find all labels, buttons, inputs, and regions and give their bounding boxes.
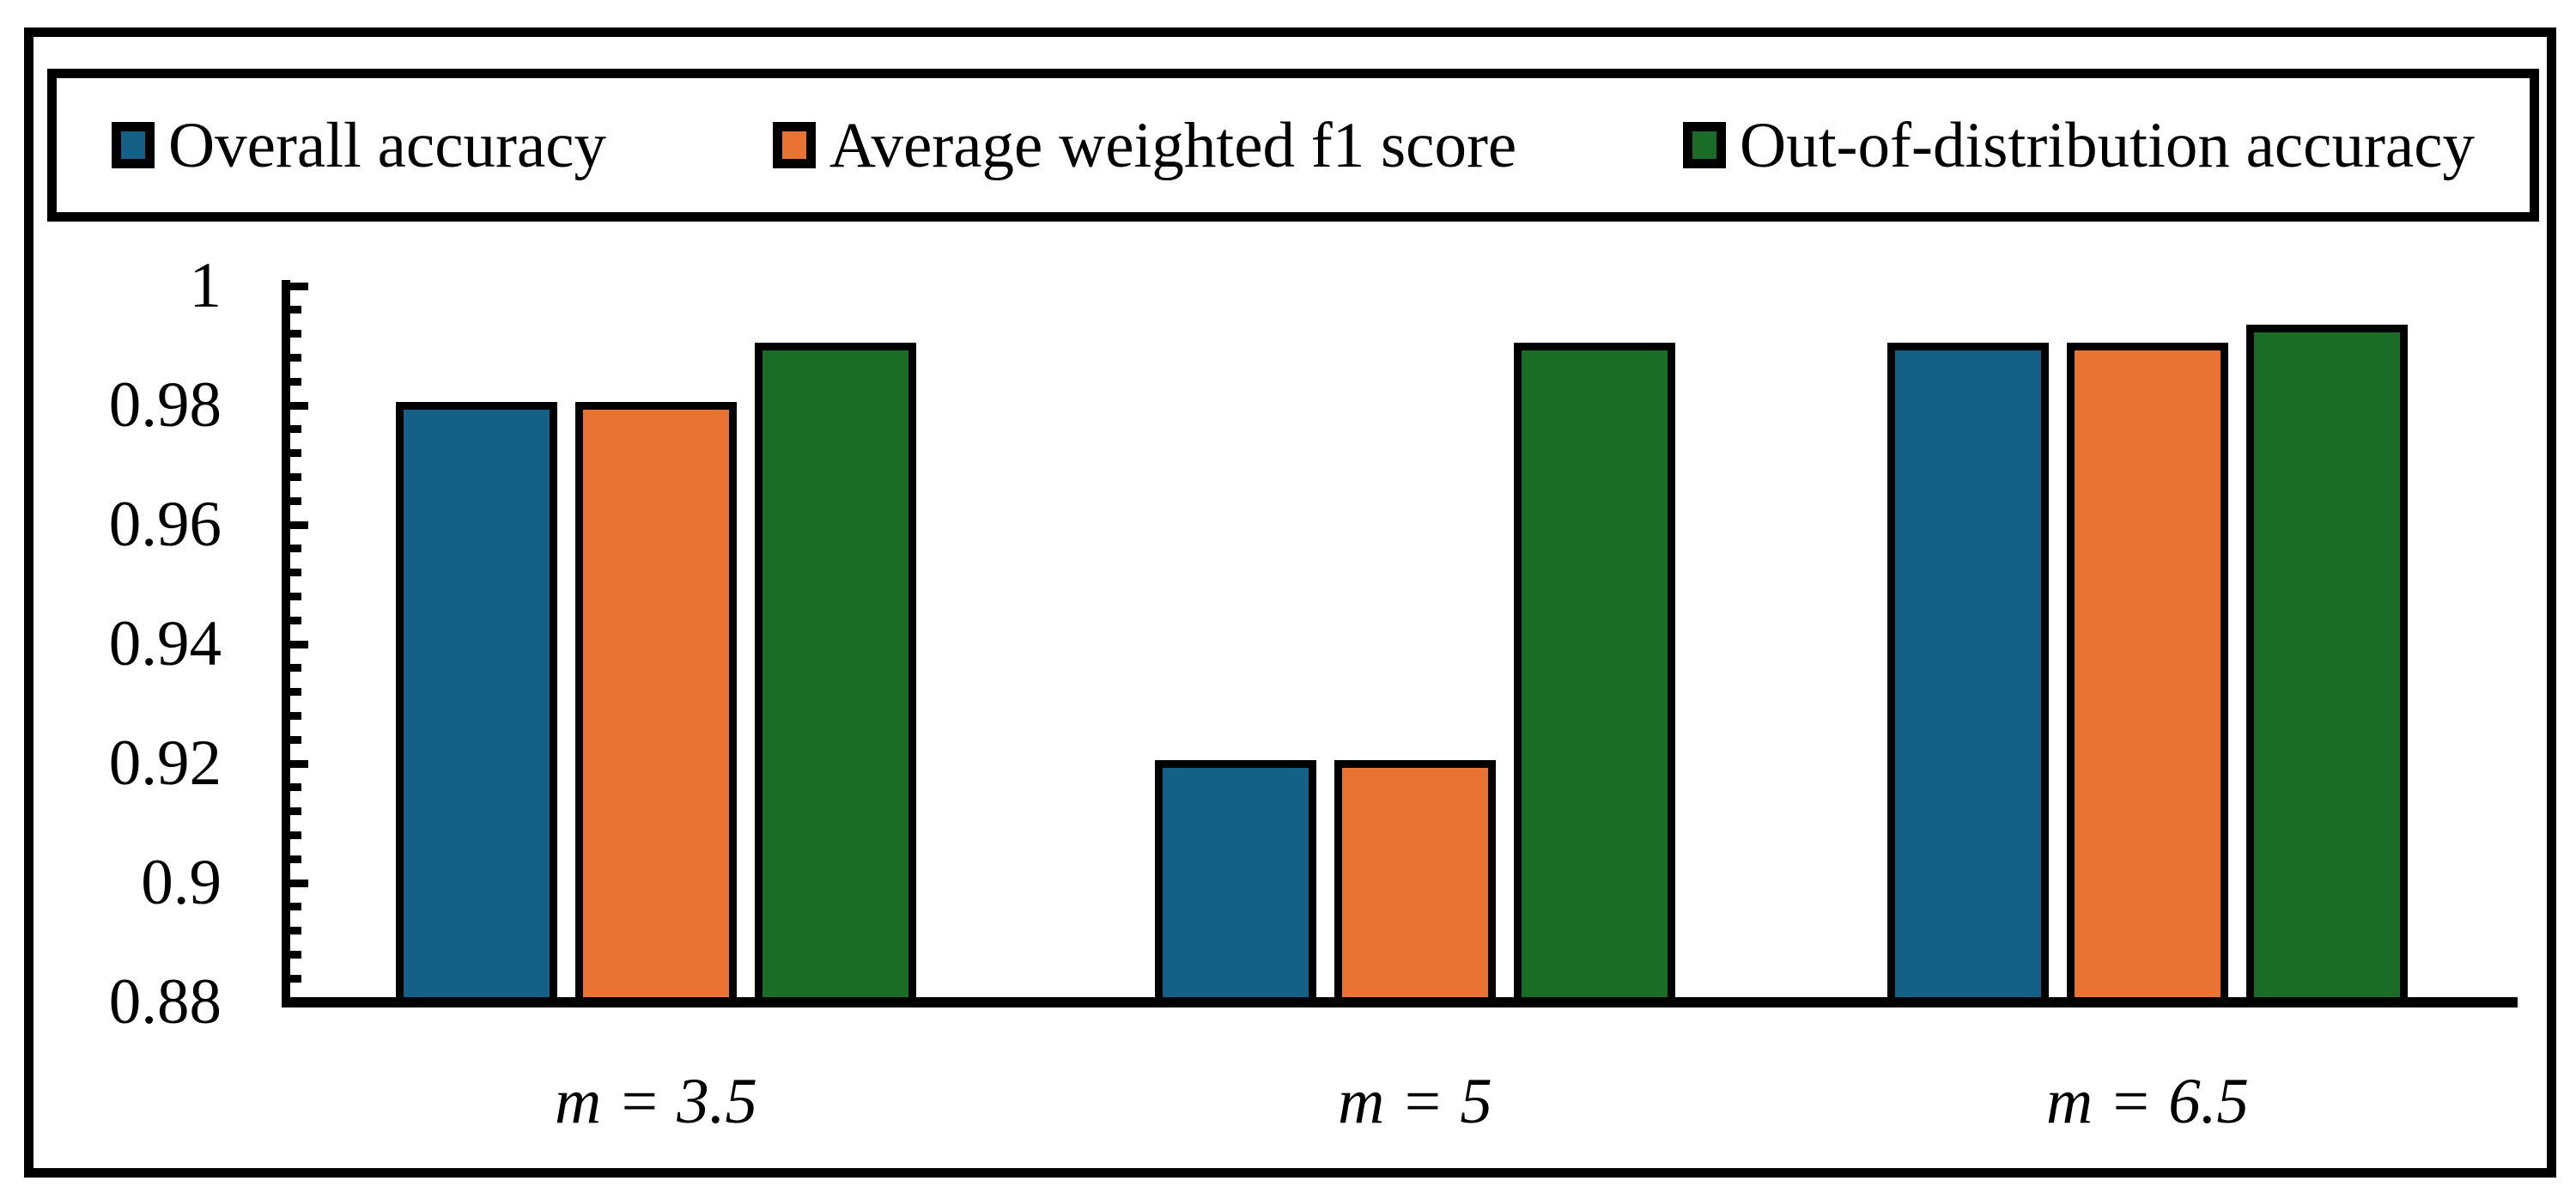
x-axis-category-label: m = 5 [1338,1066,1492,1137]
y-axis-minor-tick [290,306,301,314]
bar-m=5-series1 [1155,760,1316,1005]
x-axis-category-label: m = 3.5 [554,1066,758,1137]
y-axis-minor-tick [290,425,301,434]
y-axis-minor-tick [290,831,301,839]
y-axis-major-tick [290,520,308,529]
y-axis-minor-tick [290,974,301,983]
bar-m=6.5-series2 [2067,342,2228,1005]
y-axis-tick-label: 0.9 [141,847,222,918]
y-axis-minor-tick [290,330,301,338]
y-axis-minor-tick [290,377,301,386]
y-axis-minor-tick [290,449,301,458]
y-axis-major-tick [290,282,308,290]
y-axis-minor-tick [290,472,301,481]
legend-swatch-overall-accuracy [112,122,155,168]
legend-swatch-out-of-distribution [1683,122,1727,168]
y-axis-spine [282,280,290,1007]
y-axis-minor-tick [290,903,301,911]
bar-m=6.5-series3 [2246,324,2408,1005]
y-axis-tick-label: 0.94 [108,608,222,679]
x-axis-baseline [282,997,2518,1007]
legend-label-average-weighted-f1: Average weighted f1 score [829,109,1517,181]
y-axis-minor-tick [290,783,301,792]
bar-m=6.5-series1 [1887,342,2049,1005]
y-axis-major-tick [290,401,308,410]
bar-m=3.5-series3 [755,342,916,1005]
legend-item-average-weighted-f1: Average weighted f1 score [772,109,1517,181]
y-axis-tick-label: 0.92 [108,727,222,799]
legend-item-overall-accuracy: Overall accuracy [112,113,606,178]
y-axis-tick-label: 0.98 [108,369,222,441]
bar-m=3.5-series1 [396,402,557,1005]
x-axis-category-label: m = 6.5 [2045,1066,2250,1137]
y-axis-minor-tick [290,807,301,816]
legend-label-out-of-distribution: Out-of-distribution accuracy [1740,109,2475,181]
legend-item-out-of-distribution: Out-of-distribution accuracy [1683,113,2475,178]
y-axis-minor-tick [290,735,301,744]
y-axis-minor-tick [290,950,301,959]
y-axis-minor-tick [290,664,301,673]
y-axis-minor-tick [290,711,301,720]
y-axis-minor-tick [290,496,301,505]
y-axis-tick-label: 1 [189,250,222,321]
y-axis-minor-tick [290,927,301,935]
bar-m=5-series3 [1514,342,1675,1005]
legend-swatch-average-weighted-f1 [772,122,816,168]
y-axis-major-tick [290,879,308,887]
y-axis-minor-tick [290,545,301,553]
y-axis-tick-label: 0.96 [108,489,222,560]
y-axis-minor-tick [290,616,301,624]
y-axis-major-tick [290,759,308,768]
y-axis-minor-tick [290,569,301,577]
y-axis-minor-tick [290,855,301,863]
bar-m=3.5-series2 [575,402,737,1005]
y-axis-minor-tick [290,353,301,362]
y-axis-tick-label: 0.88 [108,966,222,1038]
bar-m=5-series2 [1334,760,1496,1005]
legend: Overall accuracy Average weighted f1 sco… [47,69,2539,222]
y-axis-minor-tick [290,592,301,600]
y-axis-minor-tick [290,688,301,697]
legend-label-overall-accuracy: Overall accuracy [168,109,607,181]
y-axis-major-tick [290,640,308,648]
